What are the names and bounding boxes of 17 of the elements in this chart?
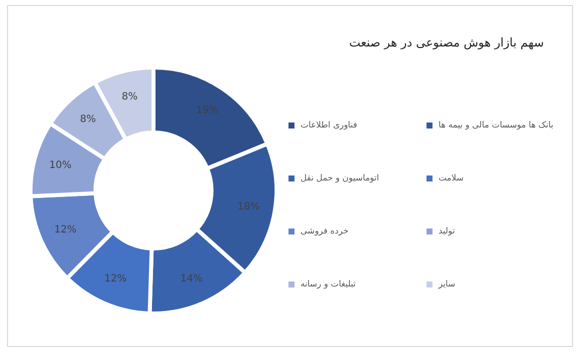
legend-label: سایر — [438, 280, 456, 290]
legend-label: فناوری اطلاعات — [300, 120, 358, 130]
legend-label: بانک ها موسسات مالی و بیمه ها — [438, 120, 554, 130]
data-label: 18% — [237, 201, 260, 212]
data-label: 12% — [104, 274, 127, 285]
legend-label: اتوماسیون و حمل نقل — [300, 174, 380, 184]
data-label: 19% — [196, 104, 218, 116]
legend-label: سلامت — [438, 174, 464, 184]
data-label: 12% — [54, 224, 77, 236]
data-label: 8% — [80, 114, 96, 126]
data-label: 14% — [180, 274, 203, 285]
legend-label: تبلیغات و رسانه — [300, 280, 356, 290]
data-label: 8% — [122, 91, 138, 102]
legend-label: تولید — [438, 226, 456, 236]
chart-title: سهم بازار هوش مصنوعی در هر صنعت — [349, 36, 544, 50]
legend-label: خرده فروشی — [300, 226, 348, 236]
data-label: 10% — [49, 160, 72, 171]
